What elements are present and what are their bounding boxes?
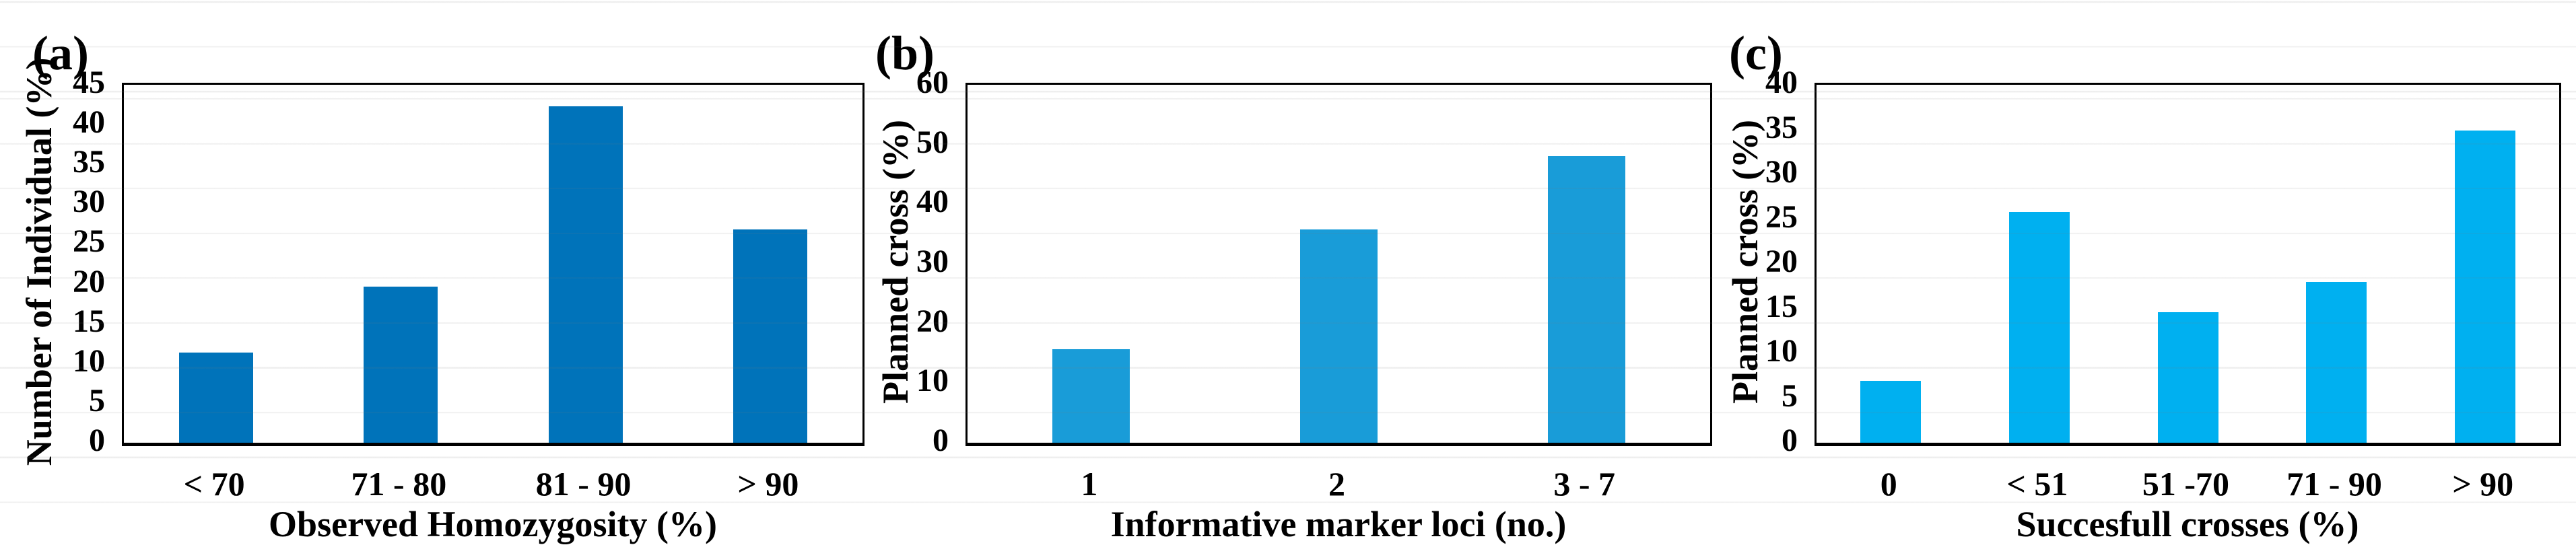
y-tick-label: 20 (1765, 244, 1798, 279)
y-tick-label: 5 (89, 382, 105, 419)
x-category-label: 1 (1081, 465, 1098, 503)
bar-71 - 90 (2306, 281, 2367, 443)
y-tick-label: 0 (1782, 423, 1798, 458)
y-tick-label: 30 (1765, 154, 1798, 190)
y-tick-label: 15 (73, 303, 105, 339)
panel-label-a: (a) (32, 26, 89, 80)
y-tick-label: 5 (1782, 377, 1798, 414)
x-category-label: < 51 (2006, 465, 2068, 503)
x-category-label: 3 - 7 (1553, 465, 1615, 503)
y-tick-label: 30 (916, 244, 949, 279)
x-category-label: < 70 (183, 465, 245, 503)
bar-81 - 90 (548, 106, 623, 443)
y-tick-label: 40 (73, 104, 105, 141)
x-axis-title-a: Observed Homozygosity (%) (269, 504, 717, 544)
bar-> 90 (2454, 130, 2515, 443)
bar-< 70 (179, 353, 254, 443)
bar-2 (1300, 229, 1378, 443)
y-tick-label: 45 (73, 65, 105, 100)
y-tick-label: 60 (916, 65, 949, 100)
y-tick-label: 20 (73, 263, 105, 299)
bar-71 - 80 (364, 287, 438, 443)
x-axis-title-b: Informative marker loci (no.) (1110, 504, 1567, 544)
y-tick-label: 10 (916, 363, 949, 399)
bar-> 90 (733, 229, 807, 443)
y-tick-label: 50 (916, 124, 949, 160)
x-category-label: 71 - 80 (351, 465, 447, 503)
x-category-label: > 90 (737, 465, 799, 503)
y-tick-label: 10 (73, 342, 105, 379)
panel-label-c: (c) (1729, 26, 1783, 80)
x-category-label: 51 -70 (2142, 465, 2230, 503)
y-tick-label: 25 (1765, 198, 1798, 235)
y-tick-label: 10 (1765, 333, 1798, 369)
bar-1 (1052, 349, 1130, 443)
x-category-label: 0 (1880, 465, 1897, 503)
y-tick-label: 0 (933, 423, 949, 458)
panel-label-b: (b) (875, 26, 935, 80)
y-tick-label: 15 (1765, 288, 1798, 324)
x-category-label: > 90 (2452, 465, 2514, 503)
x-category-label: 81 - 90 (535, 465, 632, 503)
y-tick-label: 35 (73, 144, 105, 180)
plot-area-a (122, 83, 865, 446)
y-tick-label: 25 (73, 223, 105, 260)
bar-< 51 (2008, 211, 2070, 443)
y-tick-label: 35 (1765, 109, 1798, 145)
y-tick-label: 20 (916, 303, 949, 339)
bar-0 (1860, 381, 1922, 443)
y-tick-label: 30 (73, 184, 105, 220)
y-tick-label: 40 (1765, 65, 1798, 100)
y-tick-label: 0 (89, 423, 105, 458)
bar-51 -70 (2157, 312, 2218, 443)
bar-3 - 7 (1547, 156, 1625, 443)
x-category-label: 2 (1328, 465, 1345, 503)
y-tick-label: 40 (916, 184, 949, 220)
x-category-label: 71 - 90 (2286, 465, 2382, 503)
x-axis-title-c: Succesfull crosses (%) (2016, 504, 2359, 544)
plot-area-c (1815, 83, 2561, 446)
plot-area-b (965, 83, 1712, 446)
